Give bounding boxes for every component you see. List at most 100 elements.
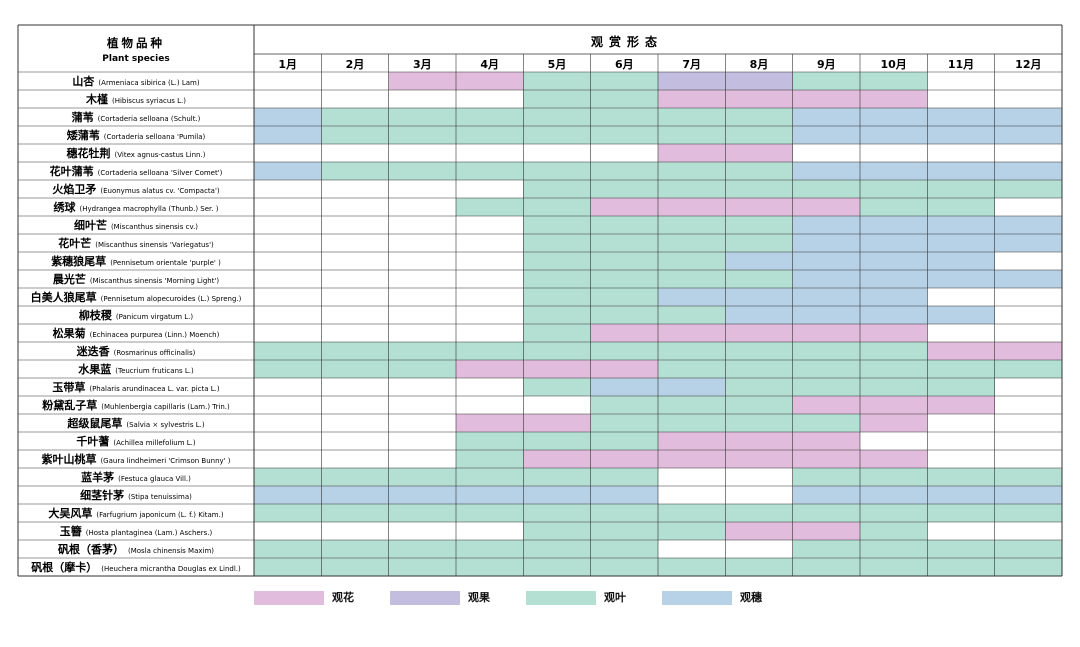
cell-l <box>523 432 591 450</box>
cell-f <box>456 72 524 90</box>
cell-l <box>321 162 389 180</box>
species-label: 玉簪 (Hosta plantaginea (Lam.) Aschers.) <box>60 524 213 538</box>
cell-s <box>523 486 591 504</box>
cell-l <box>658 504 726 522</box>
cell-f <box>658 198 726 216</box>
month-label: 2月 <box>346 58 365 71</box>
cell-s <box>725 306 793 324</box>
legend-label-spike: 观穗 <box>740 591 762 604</box>
cell-l <box>658 396 726 414</box>
cell-l <box>388 126 456 144</box>
species-name-sci: (Hosta plantaginea (Lam.) Aschers.) <box>86 529 213 537</box>
cell-l <box>254 342 322 360</box>
species-name-zh: 玉簪 <box>60 524 82 538</box>
cell-l <box>523 252 591 270</box>
species-name-sci: (Rosmarinus officinalis) <box>114 349 196 357</box>
cell-f <box>725 432 793 450</box>
species-label: 绣球 (Hydrangea macrophylla (Thunb.) Ser. ) <box>53 200 219 214</box>
cell-s <box>994 234 1062 252</box>
species-label: 花叶蒲苇 (Cortaderia selloana 'Silver Comet') <box>50 164 223 178</box>
month-label: 8月 <box>750 58 769 71</box>
species-name-zh: 大吴风草 <box>48 506 92 520</box>
cell-l <box>388 360 456 378</box>
cell-l <box>994 360 1062 378</box>
species-name-zh: 蒲苇 <box>72 110 94 124</box>
cell-l <box>725 342 793 360</box>
cell-l <box>456 108 524 126</box>
species-name-sci: (Heuchera micrantha Douglas ex Lindl.) <box>101 565 241 573</box>
cell-f <box>658 450 726 468</box>
cell-l <box>523 90 591 108</box>
cell-l <box>860 180 928 198</box>
species-name-zh: 迷迭香 <box>76 344 111 358</box>
month-label: 6月 <box>615 58 634 71</box>
cell-f <box>388 72 456 90</box>
cell-l <box>590 558 658 576</box>
species-name-zh: 矾根（香茅） <box>58 542 124 556</box>
species-name-sci: (Teucrium fruticans L.) <box>115 367 194 375</box>
cell-l <box>860 72 928 90</box>
cell-s <box>321 486 389 504</box>
cell-l <box>725 108 793 126</box>
cell-f <box>725 450 793 468</box>
cell-s <box>927 252 995 270</box>
species-name-sci: (Festuca glauca Vill.) <box>118 475 191 483</box>
cell-l <box>590 126 658 144</box>
cell-s <box>860 108 928 126</box>
cell-f <box>792 522 860 540</box>
species-label: 千叶蓍 (Achillea millefolium L.) <box>76 434 196 448</box>
cell-l <box>523 378 591 396</box>
cell-l <box>388 162 456 180</box>
species-name-zh: 晨光芒 <box>53 272 86 286</box>
cell-l <box>523 468 591 486</box>
cell-s <box>254 126 322 144</box>
species-name-sci: (Cortaderia selloana (Schult.) <box>98 115 201 123</box>
cell-l <box>792 360 860 378</box>
cell-l <box>725 504 793 522</box>
cell-s <box>725 252 793 270</box>
cell-l <box>590 72 658 90</box>
species-label: 紫叶山桃草 (Gaura lindheimeri 'Crimson Bunny' … <box>41 452 230 466</box>
cell-l <box>792 180 860 198</box>
cell-l <box>254 540 322 558</box>
cell-l <box>523 72 591 90</box>
cell-l <box>994 468 1062 486</box>
cell-l <box>658 558 726 576</box>
cell-l <box>860 360 928 378</box>
cell-s <box>994 270 1062 288</box>
cell-l <box>523 288 591 306</box>
cell-l <box>321 540 389 558</box>
cell-l <box>523 180 591 198</box>
cell-l <box>792 414 860 432</box>
cell-l <box>456 432 524 450</box>
cell-l <box>523 216 591 234</box>
species-header-zh: 植物品种 <box>106 36 165 50</box>
species-header-en: Plant species <box>102 54 169 64</box>
cell-l <box>523 126 591 144</box>
cell-f <box>590 324 658 342</box>
cell-s <box>927 126 995 144</box>
month-label: 11月 <box>948 58 974 71</box>
species-name-sci: (Pennisetum orientale 'purple' ) <box>110 259 221 267</box>
species-name-sci: (Cortaderia selloana 'Silver Comet') <box>98 169 223 177</box>
cell-f <box>725 90 793 108</box>
cell-l <box>725 216 793 234</box>
cell-l <box>860 558 928 576</box>
cell-f <box>658 432 726 450</box>
cell-f <box>658 90 726 108</box>
cell-s <box>590 378 658 396</box>
cell-l <box>658 252 726 270</box>
species-label: 火焰卫矛 (Euonymus alatus cv. 'Compacta') <box>52 182 220 196</box>
month-label: 12月 <box>1015 58 1041 71</box>
cell-l <box>321 558 389 576</box>
cell-s <box>792 234 860 252</box>
cell-l <box>590 216 658 234</box>
cell-l <box>590 504 658 522</box>
species-name-zh: 柳枝稷 <box>79 308 113 322</box>
cell-f <box>456 360 524 378</box>
cell-l <box>388 540 456 558</box>
cell-s <box>456 486 524 504</box>
species-name-zh: 花叶芒 <box>58 236 91 250</box>
cell-r <box>658 72 726 90</box>
species-label: 矾根（摩卡） (Heuchera micrantha Douglas ex Lin… <box>31 560 241 574</box>
